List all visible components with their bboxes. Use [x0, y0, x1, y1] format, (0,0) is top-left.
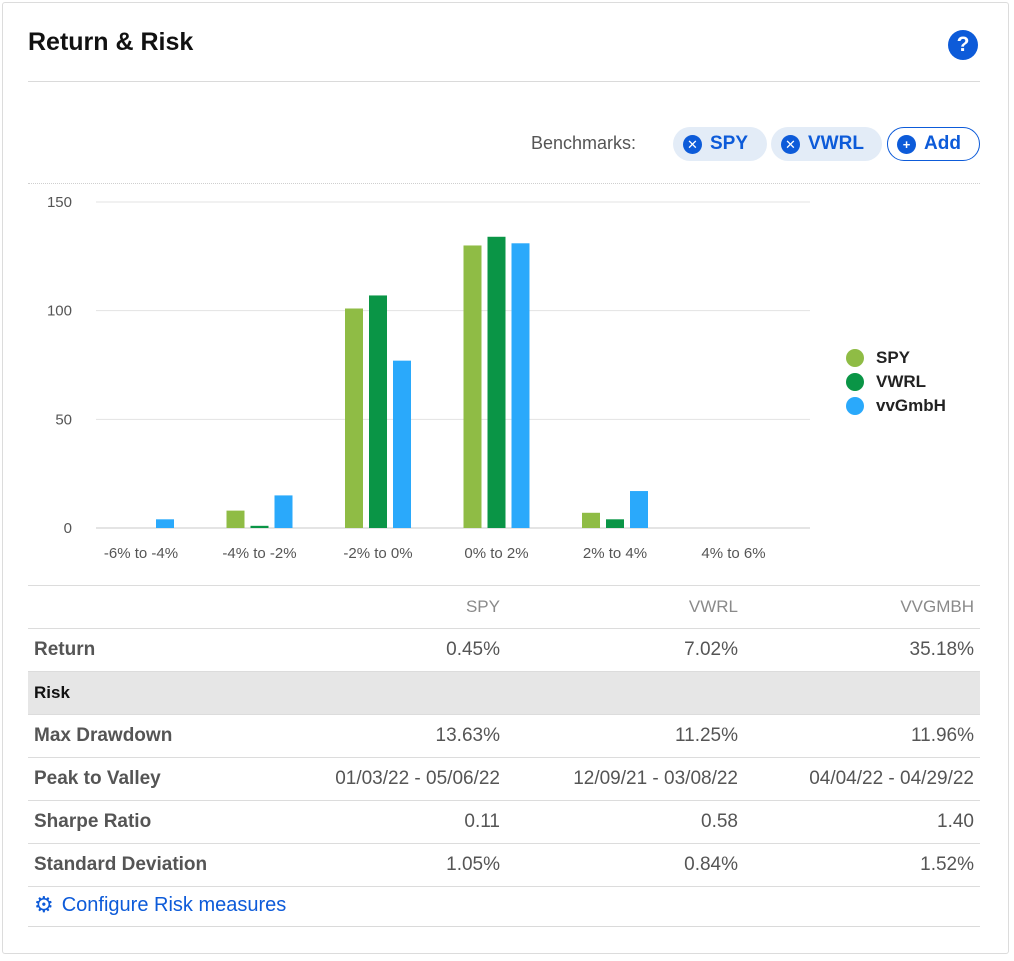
benchmark-chip-vwrl[interactable]: ✕ VWRL: [771, 127, 882, 161]
cell-value: 13.63%: [268, 714, 506, 758]
y-tick-label: 0: [64, 520, 72, 537]
bar-spy-3[interactable]: [463, 245, 482, 528]
cell-value: 0.11: [268, 800, 506, 844]
bar-vvgmbh-2[interactable]: [393, 360, 411, 528]
benchmarks-label: Benchmarks:: [531, 133, 637, 153]
cell-value: 11.25%: [506, 714, 744, 758]
chart-grid: [96, 201, 810, 529]
table-header-row: SPY VWRL VVGMBH: [28, 585, 980, 629]
help-icon[interactable]: ?: [948, 30, 978, 60]
legend-item-vwrl[interactable]: VWRL: [846, 370, 946, 394]
page-title: Return & Risk: [28, 28, 194, 56]
section-label: Risk: [28, 671, 980, 715]
bar-spy-1[interactable]: [226, 510, 245, 528]
row-label: Peak to Valley: [28, 757, 268, 801]
row-label: Max Drawdown: [28, 714, 268, 758]
bar-vvgmbh-4[interactable]: [630, 491, 648, 528]
cell-value: 12/09/21 - 03/08/22: [506, 757, 744, 801]
section-row-risk: Risk: [28, 671, 980, 715]
legend-label: VWRL: [876, 372, 927, 391]
chart-top-divider: [28, 183, 980, 184]
bar-vwrl-4[interactable]: [606, 519, 624, 528]
legend-swatch-vvgmbh: [846, 397, 864, 415]
x-tick-label: -4% to -2%: [222, 545, 296, 562]
bar-vvgmbh-0[interactable]: [156, 519, 174, 528]
add-benchmark-button[interactable]: + Add: [887, 127, 980, 161]
chart-legend: SPY VWRL vvGmbH: [846, 346, 946, 418]
cell-value: 1.40: [744, 800, 980, 844]
legend-label: vvGmbH: [876, 396, 946, 415]
bar-spy-2[interactable]: [345, 308, 363, 528]
legend-label: SPY: [876, 348, 911, 367]
table-row: Standard Deviation 1.05% 0.84% 1.52%: [28, 843, 980, 887]
cell-value: 1.05%: [268, 843, 506, 887]
row-label: Sharpe Ratio: [28, 800, 268, 844]
row-label: Standard Deviation: [28, 843, 268, 887]
cell-value: 0.45%: [268, 628, 506, 672]
legend-item-spy[interactable]: SPY: [846, 346, 946, 370]
add-circle-icon: +: [897, 134, 916, 154]
bar-vwrl-2[interactable]: [369, 295, 387, 528]
benchmark-chip-label: VWRL: [808, 133, 864, 154]
column-header: VVGMBH: [744, 585, 980, 629]
x-tick-label: 4% to 6%: [701, 545, 765, 562]
cell-value: 7.02%: [506, 628, 744, 672]
cell-value: 01/03/22 - 05/06/22: [268, 757, 506, 801]
chart-bars: [156, 236, 648, 529]
column-header: VWRL: [506, 585, 744, 629]
bar-vwrl-1[interactable]: [250, 525, 269, 528]
chart-labels: 0 50 100 150 -6% to -4% -4% to -2% -2% to 0% 0%…: [47, 194, 766, 562]
remove-circle-icon[interactable]: ✕: [781, 134, 800, 154]
cell-value: 1.52%: [744, 843, 980, 887]
row-label: Return: [28, 628, 268, 672]
cell-value: 11.96%: [744, 714, 980, 758]
header-divider: [28, 81, 980, 82]
cell-value: 0.84%: [506, 843, 744, 887]
histogram-chart: 0 50 100 150 -6% to -4% -4% to -2% -2% to 0% 0%…: [47, 194, 810, 562]
legend-swatch-spy: [846, 349, 864, 367]
cell-value: 04/04/22 - 04/29/22: [744, 757, 980, 801]
table-header-blank: [28, 585, 268, 629]
bar-spy-4[interactable]: [582, 512, 600, 528]
table-row: Sharpe Ratio 0.11 0.58 1.40: [28, 800, 980, 844]
x-tick-label: -2% to 0%: [343, 545, 412, 562]
x-tick-label: -6% to -4%: [104, 545, 178, 562]
remove-circle-icon[interactable]: ✕: [683, 134, 702, 154]
column-header: SPY: [268, 585, 506, 629]
cell-value: 35.18%: [744, 628, 980, 672]
bar-vvgmbh-1[interactable]: [274, 495, 293, 528]
configure-risk-link[interactable]: ⚙ Configure Risk measures: [34, 892, 286, 918]
benchmark-chip-spy[interactable]: ✕ SPY: [673, 127, 767, 161]
legend-item-vvgmbh[interactable]: vvGmbH: [846, 394, 946, 418]
bar-vvgmbh-3[interactable]: [511, 243, 530, 528]
configure-risk-label: Configure Risk measures: [61, 893, 287, 916]
gear-icon: ⚙: [34, 892, 54, 917]
x-tick-label: 2% to 4%: [583, 545, 647, 562]
y-tick-label: 100: [47, 303, 72, 320]
benchmark-chip-label: SPY: [710, 133, 749, 154]
metrics-table: SPY VWRL VVGMBH Return 0.45% 7.02% 35.18…: [28, 585, 980, 887]
y-tick-label: 150: [47, 194, 72, 211]
table-row: Peak to Valley 01/03/22 - 05/06/22 12/09…: [28, 757, 980, 801]
table-row: Return 0.45% 7.02% 35.18%: [28, 628, 980, 672]
legend-swatch-vwrl: [846, 373, 864, 391]
bar-vwrl-3[interactable]: [487, 236, 506, 529]
footer-divider: [28, 926, 980, 927]
add-benchmark-label: Add: [924, 133, 961, 154]
cell-value: 0.58: [506, 800, 744, 844]
y-tick-label: 50: [55, 411, 72, 428]
x-tick-label: 0% to 2%: [464, 545, 528, 562]
table-row: Max Drawdown 13.63% 11.25% 11.96%: [28, 714, 980, 758]
